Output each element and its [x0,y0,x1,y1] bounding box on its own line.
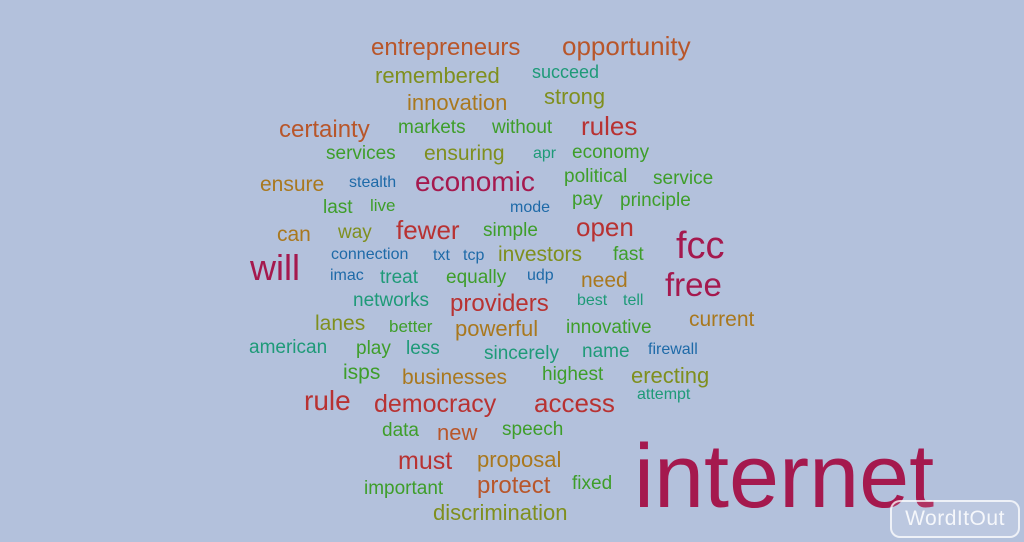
cloud-word-free: free [665,266,722,303]
cloud-word-udp: udp [527,267,554,284]
cloud-word-isps: isps [343,361,381,384]
cloud-word-best: best [577,292,608,309]
cloud-word-open: open [576,212,634,242]
cloud-word-investors: investors [498,243,583,266]
cloud-word-less: less [406,338,440,359]
wordle-logo-text: WordItOut [905,507,1005,530]
cloud-word-firewall: firewall [648,341,698,358]
cloud-word-strong: strong [544,84,606,109]
cloud-word-rules: rules [581,111,638,141]
cloud-word-economic: economic [415,166,535,197]
cloud-word-ensuring: ensuring [424,142,505,165]
cloud-word-txt: txt [433,247,450,264]
cloud-word-providers: providers [450,290,549,317]
cloud-word-imac: imac [330,267,364,284]
wordle-logo[interactable]: WordItOut [890,500,1020,538]
cloud-word-fixed: fixed [572,473,613,494]
cloud-word-sincerely: sincerely [484,343,559,364]
cloud-word-networks: networks [353,290,430,311]
cloud-word-services: services [326,143,396,164]
cloud-word-pay: pay [572,189,603,210]
cloud-word-succeed: succeed [532,62,600,82]
cloud-word-certainty: certainty [279,116,370,143]
cloud-word-mode: mode [510,199,551,216]
cloud-word-treat: treat [380,267,419,288]
cloud-word-innovation: innovation [407,90,508,115]
cloud-word-rule: rule [304,385,351,416]
cloud-word-fast: fast [613,244,644,265]
cloud-word-discrimination: discrimination [433,500,568,525]
cloud-word-lanes: lanes [315,312,366,335]
cloud-word-name: name [582,341,630,362]
cloud-word-need: need [581,269,628,292]
cloud-word-businesses: businesses [402,366,508,389]
cloud-word-proposal: proposal [477,447,562,472]
cloud-word-connection: connection [331,246,409,263]
cloud-word-democracy: democracy [374,390,497,418]
cloud-word-speech: speech [502,419,564,440]
cloud-word-remembered: remembered [375,63,500,88]
cloud-word-live: live [370,196,396,215]
cloud-word-political: political [564,166,628,187]
cloud-word-data: data [382,420,419,441]
cloud-word-protect: protect [477,472,551,499]
cloud-word-markets: markets [398,117,466,138]
cloud-word-apr: apr [533,145,557,162]
cloud-word-better: better [389,317,433,336]
cloud-word-new: new [437,420,478,445]
cloud-word-last: last [323,197,353,218]
cloud-word-innovative: innovative [566,317,652,338]
cloud-word-entrepreneurs: entrepreneurs [371,34,521,61]
cloud-word-opportunity: opportunity [562,31,691,61]
cloud-word-stealth: stealth [349,174,397,191]
cloud-word-ensure: ensure [260,173,325,196]
cloud-word-important: important [364,478,444,499]
cloud-word-attempt: attempt [637,386,691,403]
cloud-word-economy: economy [572,142,650,163]
cloud-word-american: american [249,337,328,358]
cloud-word-will: will [250,247,300,288]
cloud-word-highest: highest [542,364,604,385]
cloud-word-internet: internet [634,427,935,527]
cloud-word-current: current [689,308,755,331]
cloud-word-erecting: erecting [631,363,710,388]
cloud-word-simple: simple [483,220,538,241]
cloud-word-way: way [338,222,372,243]
cloud-word-access: access [534,388,615,418]
cloud-word-service: service [653,168,714,189]
cloud-word-powerful: powerful [455,316,539,341]
cloud-word-tcp: tcp [463,247,485,264]
cloud-word-tell: tell [623,292,644,309]
cloud-word-principle: principle [620,190,691,211]
cloud-word-fcc: fcc [676,225,725,267]
cloud-word-must: must [398,447,453,475]
cloud-word-can: can [277,223,311,246]
cloud-word-equally: equally [446,267,507,288]
cloud-word-play: play [356,338,391,359]
cloud-word-fewer: fewer [396,215,460,245]
cloud-word-without: without [492,117,553,138]
